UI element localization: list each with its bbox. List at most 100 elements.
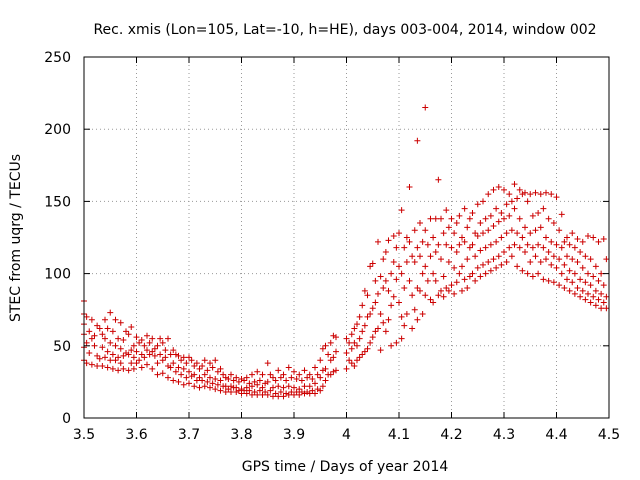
data-point	[249, 371, 255, 378]
data-point	[451, 290, 458, 297]
data-point	[346, 339, 353, 346]
data-point	[351, 363, 358, 370]
data-point	[99, 331, 106, 338]
data-point	[199, 363, 206, 370]
data-point	[516, 215, 523, 222]
data-point	[209, 380, 216, 387]
data-point	[207, 374, 213, 381]
data-point	[359, 351, 366, 358]
data-point	[590, 293, 597, 300]
data-point	[151, 345, 158, 352]
data-point	[246, 380, 253, 387]
data-point	[102, 335, 108, 342]
data-point	[485, 191, 492, 198]
data-point	[424, 277, 431, 284]
data-point	[603, 305, 610, 312]
data-point	[398, 313, 405, 320]
data-point	[430, 234, 437, 241]
data-point	[149, 365, 156, 372]
data-point	[359, 302, 366, 309]
data-point	[123, 350, 129, 357]
data-point	[443, 285, 450, 292]
data-point	[230, 377, 237, 384]
data-point	[364, 313, 371, 320]
data-point	[585, 233, 591, 240]
data-point	[275, 367, 282, 374]
data-point	[409, 325, 416, 332]
data-point	[477, 220, 484, 227]
data-point	[188, 373, 195, 380]
data-point	[159, 370, 166, 377]
data-point	[367, 263, 374, 270]
data-point	[398, 270, 405, 277]
data-point	[243, 374, 250, 381]
data-point	[401, 285, 408, 292]
data-point	[403, 311, 410, 318]
data-point	[390, 293, 397, 300]
data-point	[453, 220, 460, 227]
data-point	[516, 186, 523, 193]
data-point	[91, 332, 98, 339]
data-point	[146, 339, 153, 346]
data-point	[427, 253, 434, 260]
data-point	[107, 357, 114, 364]
data-point	[369, 260, 376, 267]
data-point	[472, 253, 479, 260]
data-point	[130, 365, 137, 372]
data-point	[348, 360, 355, 367]
data-point	[495, 218, 502, 225]
data-point	[587, 256, 594, 263]
data-point	[585, 270, 591, 277]
data-point	[592, 287, 599, 294]
data-point	[380, 256, 387, 263]
data-point	[474, 201, 481, 208]
data-point	[380, 285, 387, 292]
data-point	[136, 357, 143, 364]
data-point	[592, 302, 599, 309]
data-point	[409, 292, 416, 299]
data-point	[183, 374, 190, 381]
data-point	[537, 191, 544, 198]
data-point	[104, 348, 111, 355]
data-point	[451, 230, 458, 237]
data-point	[556, 256, 563, 263]
data-point	[317, 387, 324, 394]
data-point	[359, 328, 366, 335]
data-point	[115, 335, 122, 342]
data-point	[550, 279, 557, 286]
data-point	[254, 381, 261, 388]
data-point	[417, 287, 423, 294]
data-point	[356, 354, 363, 361]
data-point	[548, 261, 555, 268]
data-point	[343, 365, 350, 372]
data-point	[495, 183, 502, 190]
data-point	[343, 350, 350, 357]
x-tick-label: 4.5	[598, 427, 620, 443]
data-point	[83, 313, 90, 320]
data-point	[154, 360, 161, 367]
data-point	[256, 387, 263, 394]
data-point	[600, 282, 607, 289]
data-point	[144, 332, 150, 339]
data-point	[385, 287, 392, 294]
data-point	[130, 354, 137, 361]
data-point	[414, 137, 421, 144]
data-point	[411, 306, 418, 313]
data-point	[330, 354, 337, 361]
data-point	[277, 374, 284, 381]
data-point	[390, 233, 397, 240]
data-point	[522, 248, 528, 255]
data-point	[201, 371, 208, 378]
data-point	[493, 238, 500, 245]
data-point	[104, 325, 111, 332]
data-point	[558, 244, 565, 251]
data-point	[120, 352, 127, 359]
data-point	[367, 339, 374, 346]
data-point	[356, 335, 363, 342]
data-point	[574, 285, 581, 292]
data-point	[472, 230, 479, 237]
data-point	[217, 387, 224, 394]
data-point	[545, 215, 552, 222]
data-point	[204, 378, 211, 385]
data-point	[430, 299, 437, 306]
